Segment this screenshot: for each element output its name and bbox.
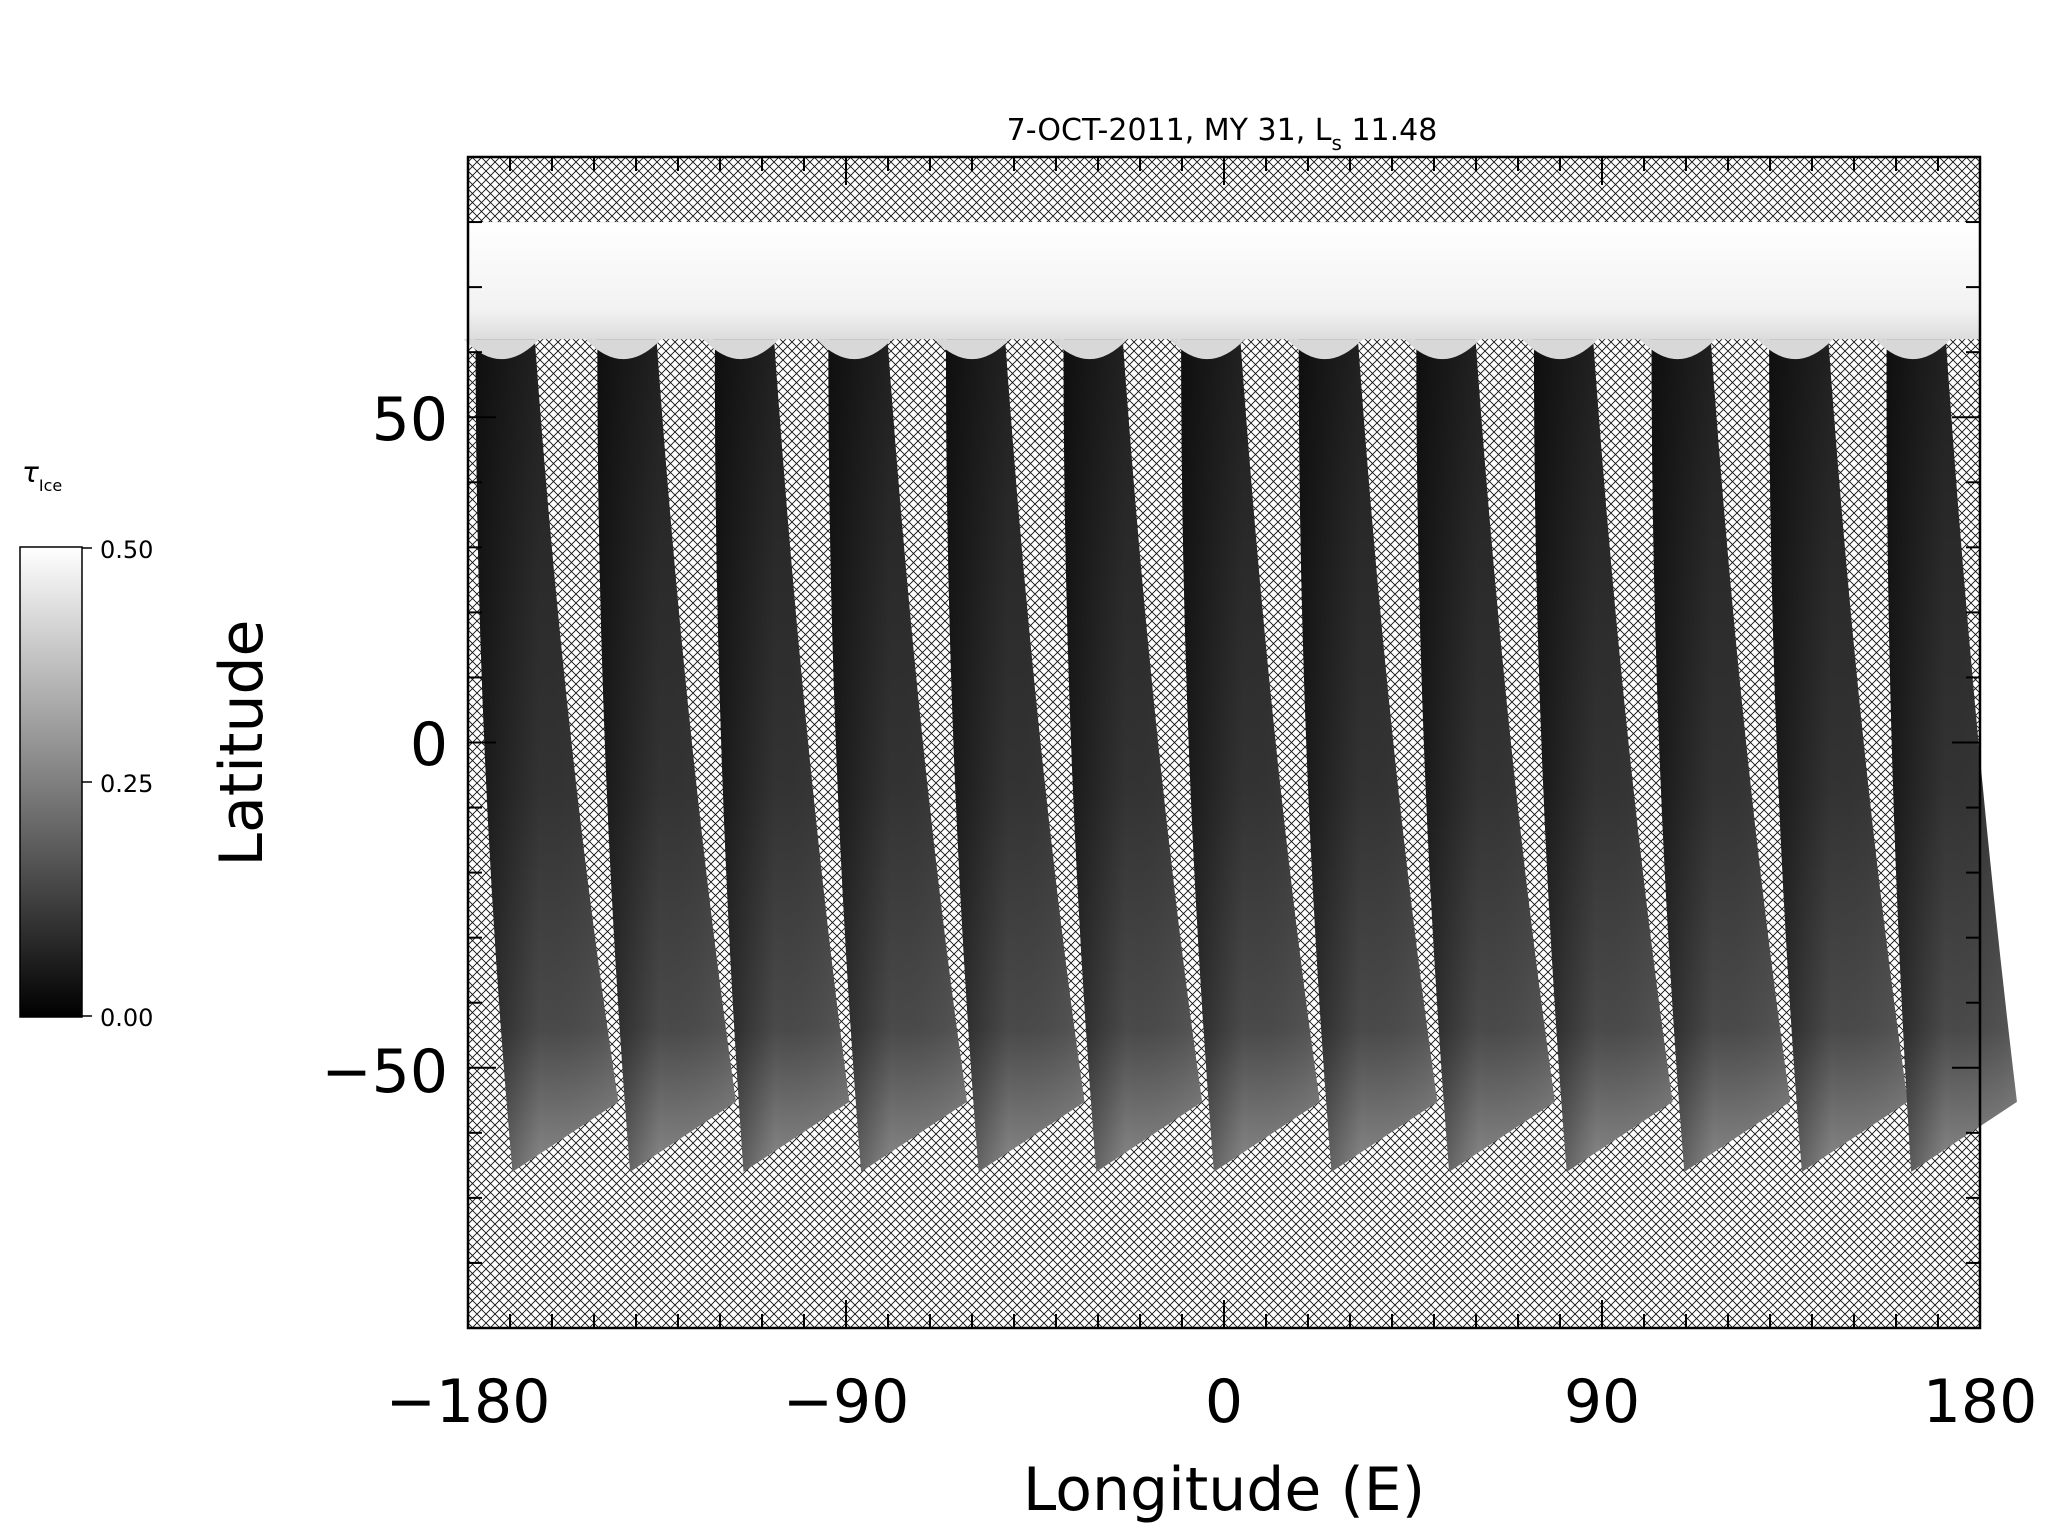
y-tick-labels: −50 0 50 bbox=[321, 385, 448, 1107]
y-tick-label: −50 bbox=[321, 1037, 448, 1107]
polar-cap-lobe bbox=[1287, 339, 1363, 360]
x-tick-label: −180 bbox=[386, 1367, 551, 1437]
data-swath-shading bbox=[828, 222, 967, 1172]
data-swath-shading bbox=[1651, 222, 1791, 1172]
swath-layer bbox=[475, 222, 2017, 1172]
colorbar-gradient bbox=[19, 546, 83, 1018]
chart-title-value: 11.48 bbox=[1342, 113, 1437, 148]
polar-cap-lobe bbox=[1757, 339, 1833, 360]
data-swath-shading bbox=[1063, 222, 1203, 1172]
x-tick-label: −90 bbox=[783, 1367, 910, 1437]
colorbar-tick-label: 0.50 bbox=[100, 536, 153, 564]
data-swath-shading bbox=[1298, 222, 1438, 1172]
axis-ticks bbox=[467, 156, 1981, 1329]
chart-title-main: 7-OCT-2011, MY 31, L bbox=[1007, 113, 1332, 148]
polar-cap-lobe bbox=[1404, 339, 1481, 360]
chart-title: 7-OCT-2011, MY 31, Ls 11.48 bbox=[1007, 113, 1438, 155]
data-swath-shading bbox=[475, 222, 619, 1172]
data-swath-shading bbox=[1533, 222, 1673, 1172]
data-swath-shading bbox=[1416, 222, 1555, 1172]
x-tick-label: 90 bbox=[1564, 1367, 1640, 1437]
chart-title-subscript: s bbox=[1332, 131, 1342, 155]
polar-cap-lobe bbox=[1875, 339, 1951, 360]
colorbar-label-symbol: τ bbox=[22, 456, 39, 489]
data-swath-shading bbox=[1181, 222, 1320, 1172]
colorbar-label-subscript: Ice bbox=[39, 476, 62, 495]
polar-cap-edge bbox=[463, 339, 1951, 360]
colorbar-tick-label: 0.25 bbox=[100, 770, 153, 798]
data-swath-shading bbox=[597, 222, 736, 1172]
data-swath-shading bbox=[945, 222, 1085, 1172]
x-tick-label: 0 bbox=[1205, 1367, 1243, 1437]
polar-cap-lobe bbox=[703, 339, 779, 360]
polar-cap-lobe bbox=[585, 339, 662, 360]
data-swath-shading bbox=[714, 222, 850, 1172]
polar-cap-lobe bbox=[1522, 339, 1598, 360]
x-tick-labels: −180 −90 0 90 180 bbox=[386, 1367, 2038, 1437]
y-tick-label: 50 bbox=[372, 385, 448, 455]
colorbar-tick-label: 0.00 bbox=[100, 1004, 153, 1032]
data-swath-shading bbox=[1769, 222, 1908, 1172]
polar-cap-lobe bbox=[816, 339, 893, 360]
y-axis-title: Latitude bbox=[207, 620, 277, 867]
colorbar: τIce 0.50 0.25 0.00 bbox=[19, 456, 153, 1032]
polar-cap-lobe bbox=[1051, 339, 1128, 360]
polar-cap-lobe bbox=[934, 339, 1010, 360]
polar-cap-lobe bbox=[1169, 339, 1245, 360]
polar-cap-lobe bbox=[463, 339, 540, 360]
x-axis-title: Longitude (E) bbox=[1023, 1455, 1425, 1525]
x-tick-label: 180 bbox=[1923, 1367, 2038, 1437]
plot-area bbox=[463, 155, 2017, 1330]
polar-cap-lobe bbox=[1639, 339, 1716, 360]
polar-cap-band bbox=[469, 222, 1979, 340]
data-swath-shading bbox=[1886, 222, 2017, 1172]
y-tick-label: 0 bbox=[410, 710, 448, 780]
colorbar-label: τIce bbox=[22, 456, 62, 495]
